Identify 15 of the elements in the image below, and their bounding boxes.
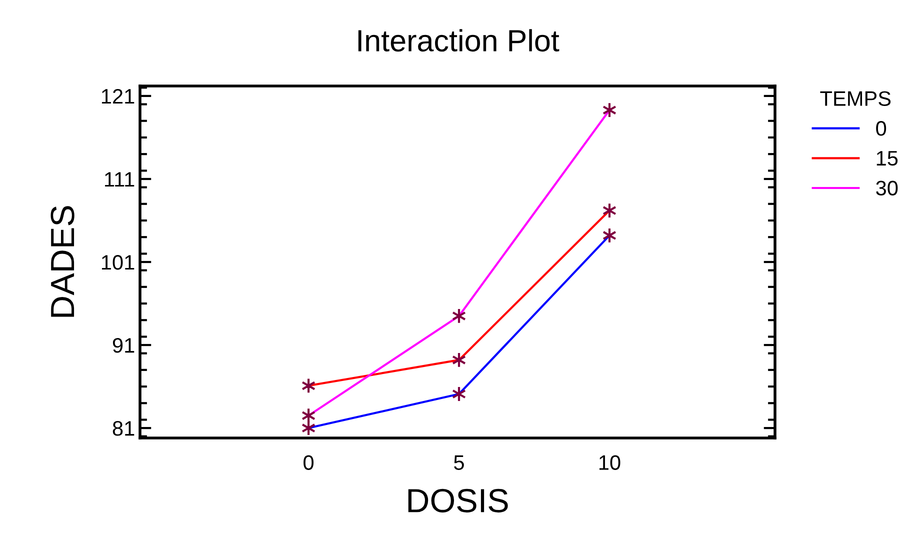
legend-title: TEMPS [820, 91, 891, 106]
x-tick-label: 5 [454, 455, 464, 470]
y-tick-label: 121 [102, 88, 134, 104]
x-tick-label: 0 [304, 455, 314, 470]
legend-label: 15 [876, 151, 898, 166]
y-tick-label: 91 [112, 338, 134, 353]
legend-label: 30 [876, 180, 898, 196]
y-tick-label: 111 [105, 172, 134, 187]
x-tick-label: 10 [599, 455, 620, 470]
y-tick-label: 81 [112, 421, 134, 436]
chart-title: Interaction Plot [358, 29, 560, 52]
legend-label: 0 [876, 121, 886, 136]
y-tick-label: 101 [102, 255, 134, 270]
x-axis-title: DOSIS [408, 488, 508, 512]
y-axis-title: DADES [50, 206, 74, 317]
